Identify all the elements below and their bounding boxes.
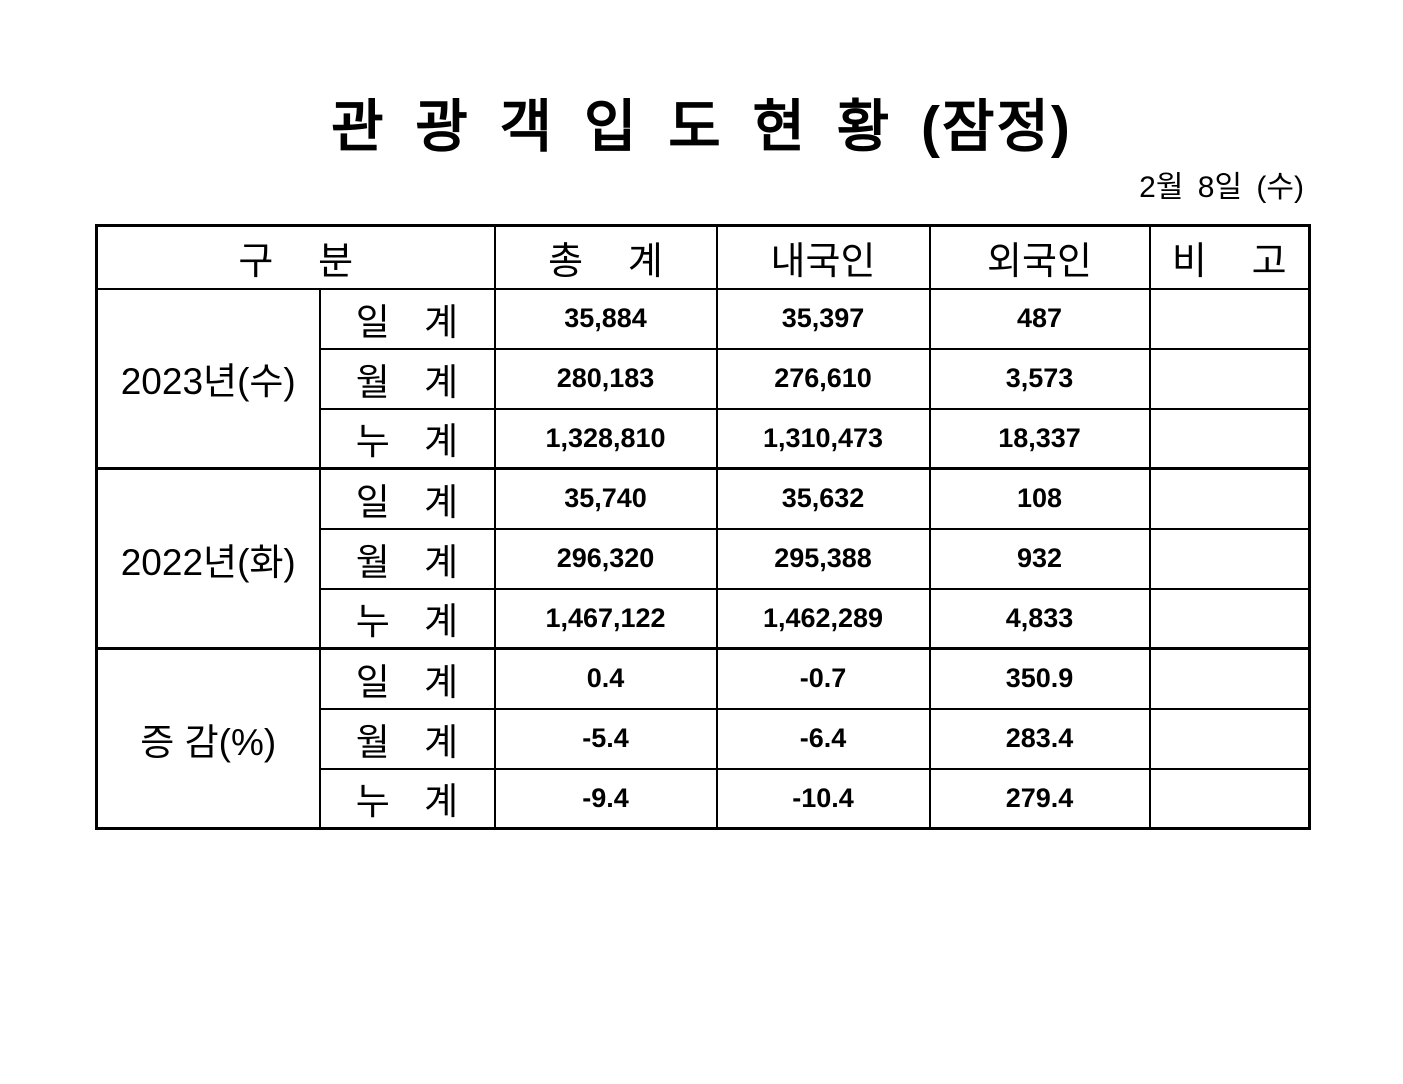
table-row: 2023년(수) 일 계 35,884 35,397 487 <box>95 287 1311 470</box>
table-row: 월 계 296,320 295,388 932 <box>97 527 1311 590</box>
cell-domestic: 35,397 <box>715 287 931 350</box>
cell-foreign: 3,573 <box>928 347 1151 410</box>
cell-domestic: 276,610 <box>715 347 931 410</box>
cell-domestic: -10.4 <box>715 767 931 830</box>
header-category: 구 분 <box>95 224 496 290</box>
row-label-cumulative: 누 계 <box>318 767 496 830</box>
header-domestic: 내국인 <box>715 224 931 290</box>
cell-domestic: 1,310,473 <box>715 407 931 470</box>
row-label-daily: 일 계 <box>318 647 496 710</box>
cell-note <box>1148 647 1311 710</box>
cell-foreign: 932 <box>928 527 1151 590</box>
tourist-arrivals-table: 구 분 총 계 내국인 외국인 비 고 2023년(수) 일 계 35,884 … <box>95 224 1311 830</box>
cell-note <box>1148 467 1311 530</box>
cell-foreign: 487 <box>928 287 1151 350</box>
cell-domestic: -6.4 <box>715 707 931 770</box>
cell-foreign: 108 <box>928 467 1151 530</box>
cell-note <box>1148 767 1311 830</box>
page-title: 관 광 객 입 도 현 황 (잠정) <box>331 95 1072 159</box>
cell-note <box>1148 287 1311 350</box>
cell-foreign: 279.4 <box>928 767 1151 830</box>
group-label-2022: 2022년(화) <box>95 467 321 650</box>
table-header-row: 구 분 총 계 내국인 외국인 비 고 <box>95 224 1311 290</box>
row-label-monthly: 월 계 <box>318 527 496 590</box>
cell-total: 35,884 <box>493 287 718 350</box>
cell-total: 1,467,122 <box>493 587 718 650</box>
table-row: 누 계 1,467,122 1,462,289 4,833 <box>97 587 1311 650</box>
row-label-cumulative: 누 계 <box>318 407 496 470</box>
group-label-2023: 2023년(수) <box>95 287 321 470</box>
cell-foreign: 283.4 <box>928 707 1151 770</box>
cell-foreign: 4,833 <box>928 587 1151 650</box>
table-row: 월 계 -5.4 -6.4 283.4 <box>97 707 1311 770</box>
table-row: 2022년(화) 일 계 35,740 35,632 108 <box>95 467 1311 650</box>
row-label-monthly: 월 계 <box>318 347 496 410</box>
cell-total: -9.4 <box>493 767 718 830</box>
document-page: 관 광 객 입 도 현 황 (잠정) 2월 8일 (수) 구 분 총 계 내국인… <box>0 92 1403 1084</box>
cell-total: 0.4 <box>493 647 718 710</box>
cell-domestic: 1,462,289 <box>715 587 931 650</box>
cell-note <box>1148 587 1311 650</box>
cell-domestic: 35,632 <box>715 467 931 530</box>
cell-domestic: 295,388 <box>715 527 931 590</box>
cell-total: 35,740 <box>493 467 718 530</box>
header-note: 비 고 <box>1148 224 1311 290</box>
cell-foreign: 350.9 <box>928 647 1151 710</box>
header-foreign: 외국인 <box>928 224 1151 290</box>
row-label-daily: 일 계 <box>318 467 496 530</box>
group-label-change-pct: 증 감(%) <box>95 647 321 830</box>
row-label-monthly: 월 계 <box>318 707 496 770</box>
table-row: 누 계 -9.4 -10.4 279.4 <box>97 767 1311 830</box>
cell-total: 280,183 <box>493 347 718 410</box>
table-row: 증 감(%) 일 계 0.4 -0.7 350.9 <box>95 647 1311 830</box>
table-row: 누 계 1,328,810 1,310,473 18,337 <box>97 407 1311 470</box>
cell-total: -5.4 <box>493 707 718 770</box>
cell-total: 1,328,810 <box>493 407 718 470</box>
cell-note <box>1148 527 1311 590</box>
table-row: 월 계 280,183 276,610 3,573 <box>97 347 1311 410</box>
report-date: 2월 8일 (수) <box>1139 171 1304 204</box>
cell-foreign: 18,337 <box>928 407 1151 470</box>
cell-note <box>1148 347 1311 410</box>
cell-domestic: -0.7 <box>715 647 931 710</box>
cell-note <box>1148 707 1311 770</box>
row-label-daily: 일 계 <box>318 287 496 350</box>
cell-total: 296,320 <box>493 527 718 590</box>
row-label-cumulative: 누 계 <box>318 587 496 650</box>
header-total: 총 계 <box>493 224 718 290</box>
cell-note <box>1148 407 1311 470</box>
